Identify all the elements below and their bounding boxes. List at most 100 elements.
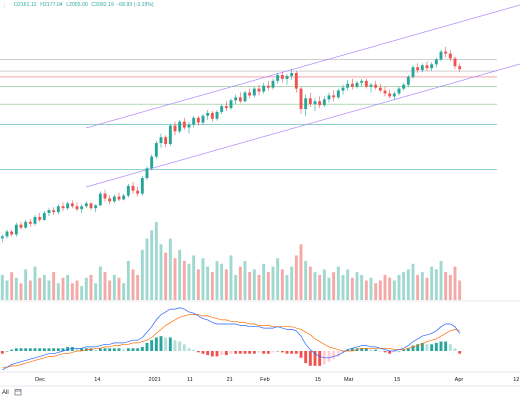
calendar-icon[interactable] <box>14 388 22 396</box>
macd-histogram-bar <box>266 351 270 354</box>
macd-histogram-bar <box>47 348 51 351</box>
volume-bar <box>10 272 14 300</box>
macd-histogram-bar <box>364 348 368 351</box>
candle-body <box>453 58 457 67</box>
volume-bar <box>75 280 79 300</box>
macd-histogram-bar <box>369 349 373 351</box>
macd-histogram-bar <box>28 348 32 351</box>
volume-bar <box>52 272 56 300</box>
macd-histogram-bar <box>178 341 182 351</box>
candle-body <box>420 65 424 71</box>
candle-body <box>24 221 28 228</box>
channel-lower-line <box>85 63 520 188</box>
volume-bar <box>150 230 154 300</box>
macd-histogram-bar <box>327 351 331 362</box>
candle-body <box>290 73 294 76</box>
volume-bar <box>388 277 392 300</box>
macd-histogram-bar <box>70 346 74 351</box>
candle-body <box>122 195 126 200</box>
menu-dots-icon[interactable]: ⋮ <box>2 3 7 9</box>
candle-body <box>28 221 32 224</box>
macd-histogram-bar <box>117 348 121 351</box>
macd-histogram-bar <box>285 351 289 354</box>
candle-body <box>304 98 308 110</box>
candle-body <box>252 88 256 96</box>
macd-histogram-bar <box>276 351 280 352</box>
candle-body <box>215 111 219 119</box>
volume-bar <box>439 261 443 300</box>
macd-histogram-bar <box>444 341 448 351</box>
volume-bar <box>294 255 298 300</box>
volume-bar <box>280 269 284 300</box>
macd-histogram-bar <box>234 351 238 354</box>
candle-body <box>294 73 298 89</box>
volume-bar <box>346 269 350 300</box>
volume-bar <box>28 280 32 300</box>
macd-histogram-bar <box>252 351 256 354</box>
ohlc-close: C2092.19 <box>91 2 114 8</box>
volume-bar <box>327 277 331 300</box>
volume-bar <box>210 272 214 300</box>
candle-body <box>159 137 163 144</box>
macd-histogram-bar <box>360 348 364 351</box>
volume-bar <box>220 263 224 300</box>
x-tick-label: 15 <box>315 377 321 383</box>
volume-bar <box>308 266 312 300</box>
macd-histogram-bar <box>24 348 28 351</box>
macd-histogram-bar <box>136 348 140 351</box>
macd-histogram-bar <box>52 348 56 351</box>
volume-bar <box>117 277 121 300</box>
macd-histogram-bar <box>448 344 452 351</box>
macd-histogram-bar <box>332 351 336 360</box>
volume-bar <box>108 280 112 300</box>
macd-histogram-bar <box>94 349 98 351</box>
macd-histogram-bar <box>182 344 186 351</box>
volume-bar <box>341 274 345 300</box>
volume-bar <box>444 272 448 300</box>
candle-body <box>374 84 378 88</box>
volume-bar <box>248 272 252 300</box>
ohlc-change: -68.93 (-3.19%) <box>117 2 154 8</box>
macd-histogram-bar <box>131 348 135 351</box>
macd-histogram-bar <box>66 346 70 351</box>
candle-body <box>430 64 434 69</box>
volume-bar <box>178 249 182 300</box>
macd-histogram-bar <box>336 351 340 357</box>
macd-histogram-bar <box>308 351 312 366</box>
volume-bar <box>425 277 429 300</box>
x-tick-label: 12 <box>513 377 519 383</box>
candle-body <box>402 84 406 89</box>
macd-histogram-bar <box>126 348 130 351</box>
volume-bar <box>112 274 116 300</box>
volume-bar <box>131 269 135 300</box>
volume-bar <box>252 269 256 300</box>
ohlc-legend: O2161.12 H2177.04 L2055.00 C2092.19 -68.… <box>14 2 156 8</box>
macd-histogram-bar <box>458 351 462 354</box>
macd-histogram-bar <box>346 349 350 351</box>
candle-body <box>355 82 359 87</box>
macd-histogram-bar <box>192 349 196 351</box>
candle-body <box>229 100 233 109</box>
candle-body <box>313 101 317 105</box>
candle-body <box>266 85 270 88</box>
candle-body <box>168 125 172 145</box>
macd-histogram-bar <box>313 351 317 366</box>
macd-histogram-bar <box>262 351 266 354</box>
volume-bar <box>80 286 84 300</box>
candle-body <box>66 203 70 209</box>
candle-body <box>154 143 158 157</box>
macd-line <box>2 307 460 371</box>
candle-body <box>206 112 210 116</box>
candle-body <box>52 210 56 213</box>
candle-body <box>336 90 340 98</box>
volume-bar <box>448 274 452 300</box>
volume-bar <box>61 277 65 300</box>
range-all-button[interactable]: All <box>2 390 9 396</box>
candle-body <box>126 185 130 196</box>
macd-histogram-bar <box>238 351 242 354</box>
volume-bar <box>196 269 200 300</box>
candle-body <box>117 196 121 200</box>
volume-bar <box>182 261 186 300</box>
volume-bar <box>24 269 28 300</box>
